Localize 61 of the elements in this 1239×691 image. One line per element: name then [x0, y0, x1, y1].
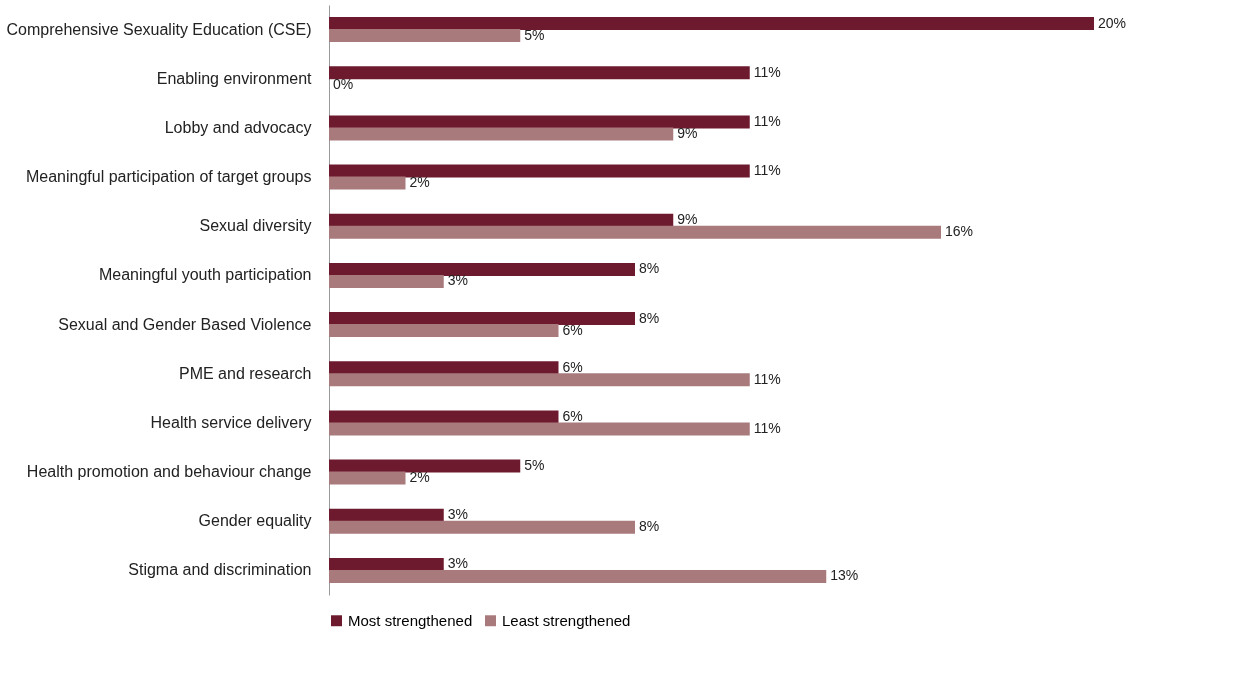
- data-label: 5%: [524, 457, 545, 474]
- bar: [329, 312, 635, 326]
- data-label: 3%: [447, 555, 468, 572]
- bar: [329, 176, 406, 190]
- bar: [329, 29, 521, 43]
- y-tick-label: Comprehensive Sexuality Education (CSE): [6, 20, 312, 38]
- data-label: 0%: [333, 75, 354, 92]
- data-label: 3%: [447, 506, 468, 523]
- y-tick-label: Meaningful participation of target groups: [25, 168, 312, 186]
- data-label: 3%: [447, 272, 468, 289]
- data-label: 11%: [753, 370, 781, 387]
- data-label: 6%: [562, 407, 583, 424]
- bar: [329, 115, 750, 129]
- data-label: 13%: [830, 567, 859, 584]
- y-tick-label: PME and research: [178, 364, 312, 382]
- y-tick-label: Gender equality: [198, 512, 312, 530]
- bar: [329, 508, 444, 522]
- bar: [329, 66, 750, 80]
- y-tick-label: Enabling environment: [156, 69, 313, 87]
- data-label: 16%: [945, 223, 974, 240]
- data-label: 8%: [639, 260, 660, 277]
- bar: [329, 520, 635, 534]
- y-tick-label: Meaningful youth participation: [98, 266, 312, 284]
- bar: [329, 459, 521, 473]
- bar: [329, 557, 444, 571]
- data-label: 11%: [753, 112, 781, 129]
- bar: [329, 324, 559, 338]
- bar: [329, 127, 674, 141]
- data-label: 11%: [753, 63, 781, 80]
- bar: [329, 569, 827, 583]
- legend-label: Most strengthened: [348, 611, 473, 629]
- data-label: 2%: [409, 174, 430, 191]
- data-label: 2%: [409, 469, 430, 486]
- bar: [329, 213, 674, 227]
- bar: [329, 164, 750, 178]
- data-label: 8%: [639, 309, 660, 326]
- bar: [329, 471, 406, 485]
- bar: [329, 274, 444, 288]
- y-tick-label: Health service delivery: [150, 413, 312, 431]
- data-label: 8%: [639, 518, 660, 535]
- data-label: 9%: [677, 211, 698, 228]
- data-label: 6%: [562, 321, 583, 338]
- data-label: 6%: [562, 358, 583, 375]
- bar: [329, 361, 559, 375]
- bar: [329, 262, 635, 276]
- y-tick-label: Sexual and Gender Based Violence: [58, 315, 312, 333]
- bar: [329, 410, 559, 424]
- data-label: 11%: [753, 162, 781, 179]
- bar: [329, 422, 750, 436]
- legend-label: Least strengthened: [502, 611, 631, 629]
- bar: [329, 373, 750, 387]
- y-tick-label: Health promotion and behaviour change: [26, 463, 312, 481]
- y-tick-label: Stigma and discrimination: [128, 561, 312, 579]
- data-label: 20%: [1098, 14, 1127, 31]
- bar: [329, 225, 941, 239]
- y-tick-label: Lobby and advocacy: [164, 118, 312, 136]
- bar: [329, 17, 1094, 31]
- data-label: 5%: [524, 26, 545, 43]
- y-tick-label: Sexual diversity: [199, 217, 312, 235]
- data-label: 11%: [753, 419, 781, 436]
- data-label: 9%: [677, 124, 698, 141]
